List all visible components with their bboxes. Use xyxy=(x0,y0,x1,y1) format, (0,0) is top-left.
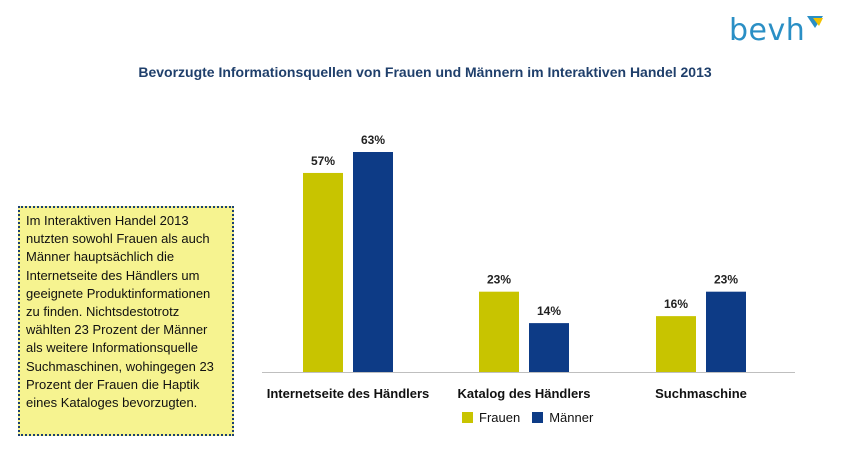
bar-frauen-1 xyxy=(303,172,343,372)
category-label-1: Internetseite des Händlers xyxy=(267,386,430,401)
data-label-maenner-1: 63% xyxy=(361,133,385,147)
legend-swatch-frauen xyxy=(462,412,473,423)
bar-maenner-3 xyxy=(706,291,746,372)
data-label-frauen-3: 16% xyxy=(664,297,688,311)
bar-maenner-2 xyxy=(529,323,569,372)
legend-swatch-maenner xyxy=(532,412,544,423)
chart-legend: Frauen Männer xyxy=(462,410,605,425)
legend-item-frauen: Frauen xyxy=(462,410,520,425)
legend-label-frauen: Frauen xyxy=(479,410,521,425)
bar-frauen-3 xyxy=(656,316,696,372)
legend-label-maenner: Männer xyxy=(549,410,594,425)
legend-item-maenner: Männer xyxy=(532,410,593,425)
category-label-3: Suchmaschine xyxy=(655,386,747,401)
chart-title: Bevorzugte Informationsquellen von Fraue… xyxy=(138,64,712,80)
bevh-logo: bevh xyxy=(729,13,824,48)
data-label-frauen-2: 23% xyxy=(487,273,511,287)
logo-text: bevh xyxy=(729,13,806,48)
category-label-2: Katalog des Händlers xyxy=(458,386,591,401)
logo-mark-icon xyxy=(807,16,824,28)
summary-callout: Im Interaktiven Handel 2013 nutzten sowo… xyxy=(18,206,234,436)
data-label-maenner-2: 14% xyxy=(537,304,561,318)
data-label-maenner-3: 23% xyxy=(714,273,738,287)
bar-frauen-2 xyxy=(479,291,519,372)
bar-maenner-1 xyxy=(353,152,393,372)
data-label-frauen-1: 57% xyxy=(311,154,335,168)
